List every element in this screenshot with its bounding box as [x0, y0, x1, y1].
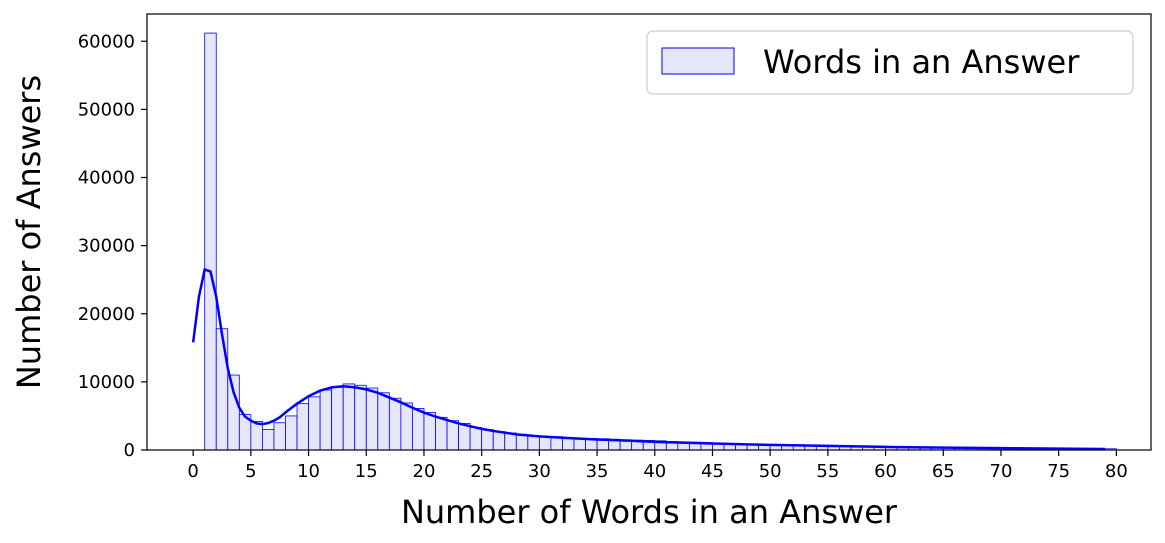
x-tick-label: 55: [816, 461, 839, 482]
x-tick-label: 25: [470, 461, 493, 482]
x-tick-label: 20: [413, 461, 436, 482]
histogram-bar: [215, 328, 229, 451]
histogram-bar: [308, 396, 321, 451]
x-tick-label: 30: [528, 461, 551, 482]
histogram-bar: [538, 435, 552, 451]
plot-frame: [146, 13, 1152, 451]
histogram-bar: [515, 433, 529, 451]
histogram-bar: [458, 423, 471, 451]
histogram-bar: [227, 374, 240, 451]
histogram-bar: [469, 427, 483, 451]
legend-box: [646, 30, 1134, 95]
x-tick-label: 15: [355, 461, 378, 482]
histogram-bar: [377, 392, 390, 451]
x-tick-label: 80: [1105, 461, 1128, 482]
histogram-bar: [412, 408, 425, 451]
y-tick-label: 50000: [78, 99, 135, 120]
histogram-bar: [492, 431, 506, 451]
histogram-bar: [342, 383, 356, 451]
histogram-bar: [354, 384, 367, 451]
y-tick-label: 10000: [78, 372, 135, 393]
histogram-bar: [388, 397, 402, 451]
histogram-bar: [250, 420, 263, 451]
legend-label: Words in an Answer: [763, 43, 1080, 81]
histogram-bar: [331, 386, 344, 451]
histogram-bar: [400, 402, 413, 451]
x-tick-label: 65: [932, 461, 955, 482]
x-tick-label: 50: [759, 461, 782, 482]
histogram-bar: [527, 435, 540, 451]
x-tick-label: 0: [187, 461, 198, 482]
histogram-bar: [365, 387, 379, 451]
x-tick-label: 5: [245, 461, 256, 482]
x-axis-ticks: 0 5 10 15 20 25 30 35 40 45 50 55 60 65 70 75 80: [187, 450, 1128, 482]
histogram-bar: [423, 412, 436, 451]
x-tick-label: 75: [1047, 461, 1070, 482]
histogram-bar: [262, 429, 275, 451]
x-tick-label: 40: [643, 461, 666, 482]
histogram-bar: [446, 420, 459, 451]
histogram-bar: [504, 432, 517, 451]
y-tick-label: 60000: [78, 31, 135, 52]
y-tick-label: 40000: [78, 168, 135, 189]
histogram-bar: [319, 389, 333, 451]
legend-swatch: [661, 47, 735, 75]
y-tick-label: 0: [124, 440, 135, 461]
histogram-bar: [273, 422, 286, 451]
x-tick-label: 10: [297, 461, 320, 482]
histogram-bar: [296, 403, 309, 451]
histogram-bar: [204, 32, 217, 451]
x-tick-label: 60: [874, 461, 897, 482]
kde-curve: [191, 267, 1105, 451]
y-tick-label: 30000: [78, 236, 135, 257]
x-tick-label: 70: [990, 461, 1013, 482]
x-axis-label: Number of Words in an Answer: [401, 493, 898, 531]
x-tick-label: 45: [701, 461, 724, 482]
legend: Words in an Answer: [646, 30, 1134, 95]
y-axis-label: Number of Answers: [10, 75, 48, 389]
histogram-bar: [481, 429, 494, 451]
y-tick-label: 20000: [78, 304, 135, 325]
histogram-bar: [285, 415, 298, 451]
x-tick-label: 35: [586, 461, 609, 482]
histogram-bar: [435, 416, 448, 451]
y-axis-ticks: 0 10000 20000 30000 40000 50000 60000: [78, 31, 147, 461]
